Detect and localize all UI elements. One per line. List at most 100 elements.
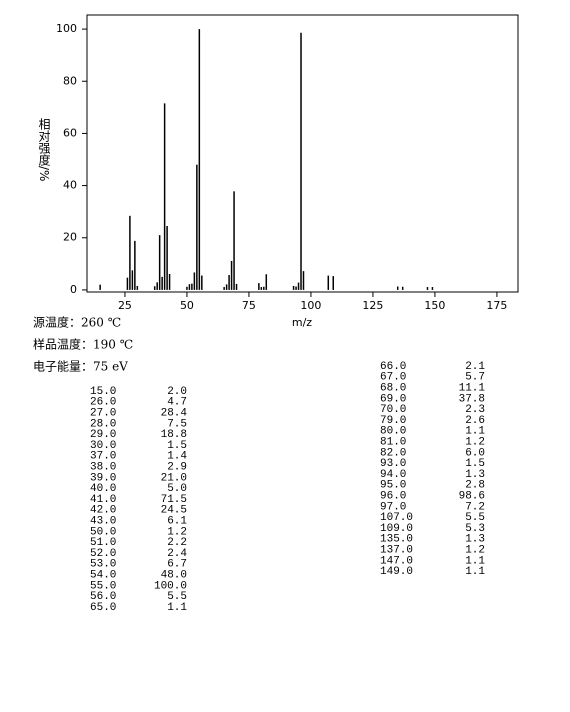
intensity-cell: 2.2 (167, 537, 187, 549)
x-tick-label: 100 (300, 299, 321, 312)
intensity-cell: 2.1 (465, 361, 485, 373)
intensity-cell: 6.1 (167, 516, 187, 528)
y-axis-label: 相对强度/% (37, 118, 51, 182)
intensity-cell: 37.8 (459, 393, 485, 405)
intensity-cell: 4.7 (167, 397, 187, 409)
x-tick-label: 125 (362, 299, 383, 312)
mass-cell: 30.0 (90, 440, 116, 452)
intensity-cell: 1.3 (465, 469, 485, 481)
mass-cell: 80.0 (380, 426, 406, 438)
intensity-cell: 1.4 (167, 451, 187, 463)
mass-cell: 26.0 (90, 397, 116, 409)
y-tick-label: 60 (63, 126, 77, 139)
intensity-cell: 6.0 (465, 447, 485, 459)
mass-cell: 41.0 (90, 494, 116, 506)
intensity-cell: 1.3 (465, 534, 485, 546)
intensity-cell: 1.1 (465, 555, 485, 567)
mass-cell: 28.0 (90, 418, 116, 430)
intensity-cell: 1.2 (465, 437, 485, 449)
mass-cell: 67.0 (380, 372, 406, 384)
intensity-cell: 1.2 (465, 545, 485, 557)
mass-cell: 137.0 (380, 545, 413, 557)
mass-cell: 66.0 (380, 361, 406, 373)
x-tick-label: 50 (180, 299, 194, 312)
mass-cell: 70.0 (380, 404, 406, 416)
mass-cell: 94.0 (380, 469, 406, 481)
intensity-cell: 2.3 (465, 404, 485, 416)
intensity-cell: 18.8 (161, 429, 187, 441)
mass-cell: 68.0 (380, 383, 406, 395)
intensity-cell: 5.3 (465, 523, 485, 535)
mass-cell: 79.0 (380, 415, 406, 427)
intensity-cell: 1.1 (167, 602, 187, 614)
mass-cell: 40.0 (90, 483, 116, 495)
mass-cell: 147.0 (380, 555, 413, 567)
x-axis-label: m/z (292, 316, 312, 329)
mass-cell: 109.0 (380, 523, 413, 535)
intensity-cell: 1.5 (167, 440, 187, 452)
intensity-cell: 28.4 (161, 408, 188, 420)
intensity-cell: 24.5 (161, 505, 187, 517)
intensity-cell: 2.9 (167, 462, 187, 474)
intensity-cell: 2.8 (465, 480, 485, 492)
mass-cell: 96.0 (380, 491, 406, 503)
intensity-cell: 7.2 (465, 501, 485, 513)
x-tick-label: 150 (424, 299, 445, 312)
intensity-cell: 71.5 (161, 494, 187, 506)
mass-cell: 53.0 (90, 559, 116, 571)
y-tick-label: 20 (63, 231, 77, 244)
mass-cell: 43.0 (90, 516, 116, 528)
mass-cell: 56.0 (90, 591, 116, 603)
intensity-cell: 11.1 (459, 383, 486, 395)
mass-cell: 50.0 (90, 526, 116, 538)
mass-cell: 54.0 (90, 570, 116, 582)
intensity-cell: 6.7 (167, 559, 187, 571)
mass-cell: 97.0 (380, 501, 406, 513)
mass-cell: 69.0 (380, 393, 406, 405)
mass-cell: 51.0 (90, 537, 116, 549)
y-tick-label: 100 (56, 22, 77, 35)
mass-cell: 27.0 (90, 408, 116, 420)
condition: 电子能量：75 eV (33, 360, 128, 374)
intensity-cell: 48.0 (161, 570, 187, 582)
intensity-cell: 5.5 (167, 591, 187, 603)
mass-cell: 149.0 (380, 566, 413, 578)
plot-frame (86, 14, 519, 293)
intensity-cell: 98.6 (459, 491, 485, 503)
intensity-cell: 1.1 (465, 426, 485, 438)
mass-cell: 95.0 (380, 480, 406, 492)
y-tick-label: 0 (70, 283, 77, 296)
intensity-cell: 2.0 (167, 386, 187, 398)
mass-cell: 29.0 (90, 429, 116, 441)
mass-cell: 93.0 (380, 458, 406, 470)
x-tick-label: 175 (486, 299, 507, 312)
mass-cell: 38.0 (90, 462, 116, 474)
intensity-cell: 2.6 (465, 415, 485, 427)
mass-cell: 15.0 (90, 386, 116, 398)
mass-cell: 107.0 (380, 512, 413, 524)
intensity-cell: 21.0 (161, 472, 187, 484)
intensity-cell: 1.1 (465, 566, 485, 578)
intensity-cell: 5.5 (465, 512, 485, 524)
mass-cell: 81.0 (380, 437, 406, 449)
intensity-cell: 1.2 (167, 526, 187, 538)
condition: 样品温度：190 ℃ (33, 337, 133, 352)
condition: 源温度：260 ℃ (33, 315, 121, 330)
intensity-cell: 1.5 (465, 458, 485, 470)
mass-cell: 37.0 (90, 451, 116, 463)
intensity-cell: 7.5 (167, 418, 187, 430)
mass-cell: 42.0 (90, 505, 116, 517)
y-tick-label: 40 (63, 179, 77, 192)
intensity-cell: 5.0 (167, 483, 187, 495)
x-tick-label: 75 (242, 299, 256, 312)
mass-cell: 135.0 (380, 534, 413, 546)
intensity-cell: 100.0 (154, 580, 187, 592)
intensity-cell: 2.4 (167, 548, 187, 560)
mass-cell: 65.0 (90, 602, 116, 614)
x-tick-label: 25 (118, 299, 132, 312)
mass-cell: 55.0 (90, 580, 116, 592)
mass-cell: 39.0 (90, 472, 116, 484)
y-tick-label: 80 (63, 74, 77, 87)
